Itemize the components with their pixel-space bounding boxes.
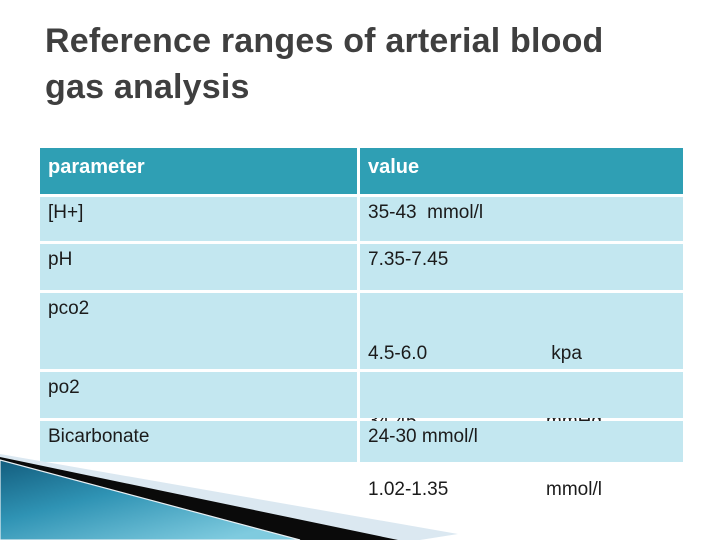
param-cell: [H+] bbox=[40, 197, 357, 241]
param-cell: pco2 bbox=[40, 293, 357, 369]
table-row: Bicarbonate 24-30 mmol/l bbox=[40, 421, 683, 462]
table-row: pco2 4.5-6.0 kpa 34-45mmHg 1.02-1.35mmol… bbox=[40, 293, 683, 500]
table-row: [H+] 35-43 mmol/l bbox=[40, 197, 683, 241]
slide-title: Reference ranges of arterial blood gas a… bbox=[45, 18, 685, 110]
table-header-row: parameter value bbox=[40, 148, 683, 194]
slide-title-line-1: Reference ranges of arterial blood bbox=[45, 22, 604, 60]
value-cell: 35-43 mmol/l bbox=[360, 197, 683, 241]
param-cell: Bicarbonate bbox=[40, 421, 357, 462]
header-cell-parameter: parameter bbox=[40, 148, 357, 194]
value-cell: 24-30 mmol/l bbox=[360, 421, 683, 462]
header-cell-value: value bbox=[360, 148, 683, 194]
reference-table: parameter value [H+] 35-43 mmol/l pH 7.3… bbox=[40, 148, 683, 500]
value-unit: mmol/l bbox=[546, 479, 602, 500]
table-row: pH 7.35-7.45 bbox=[40, 244, 683, 290]
param-cell: pH bbox=[40, 244, 357, 290]
value-cell: 10.5-13.5kpa bbox=[360, 372, 683, 443]
value-line: 4.5-6.0 kpa bbox=[368, 342, 675, 366]
value-cell: 7.35-7.45 bbox=[360, 244, 683, 290]
teal-blade-shape bbox=[0, 459, 301, 540]
slide-title-line-2: gas analysis bbox=[45, 68, 250, 106]
table-row: po2 10.5-13.5kpa bbox=[40, 372, 683, 443]
param-cell: po2 bbox=[40, 372, 357, 418]
black-blade-shape bbox=[0, 457, 398, 540]
value-unit: kpa bbox=[546, 343, 582, 364]
value-range: 4.5-6.0 bbox=[368, 343, 428, 364]
